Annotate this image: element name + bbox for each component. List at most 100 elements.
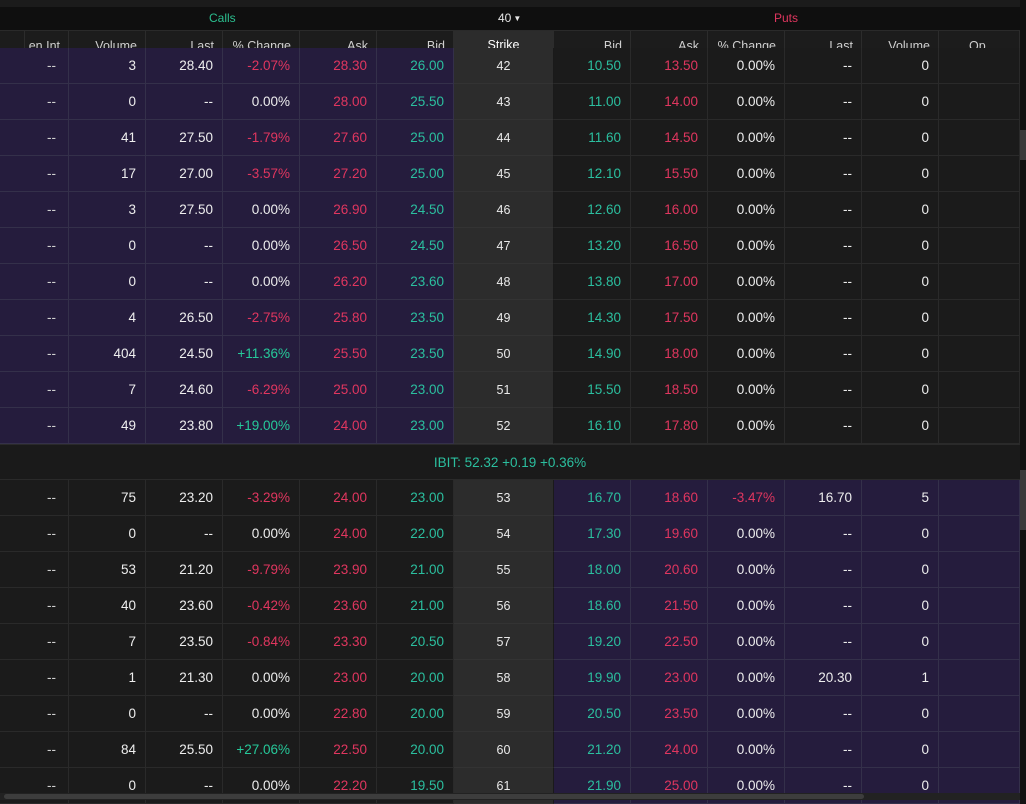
bid-puts-cell[interactable]: 13.20	[554, 228, 631, 264]
ask-puts-cell[interactable]: 18.60	[631, 480, 708, 516]
column-settings-button[interactable]	[0, 31, 25, 59]
option-row[interactable]: -- 0 -- 0.00% 24.00 22.00 54 17.30 19.60 0.00% -- 0	[0, 516, 1020, 552]
bid-calls-cell[interactable]: 23.00	[377, 372, 454, 408]
bid-calls-cell[interactable]: 20.50	[377, 624, 454, 660]
bid-calls-cell[interactable]: 23.50	[377, 300, 454, 336]
ask-puts-cell[interactable]: 17.50	[631, 300, 708, 336]
bid-puts-cell[interactable]: 20.50	[554, 696, 631, 732]
ask-puts-cell[interactable]: 14.00	[631, 84, 708, 120]
bid-calls-cell[interactable]: 25.00	[377, 156, 454, 192]
option-row[interactable]: -- 7 24.60 -6.29% 25.00 23.00 51 15.50 18.50 0.00…	[0, 372, 1020, 408]
ask-calls-cell[interactable]: 28.00	[300, 84, 377, 120]
ask-puts-cell[interactable]: 18.00	[631, 336, 708, 372]
ask-puts-cell[interactable]: 18.50	[631, 372, 708, 408]
strike-count-dropdown[interactable]: 40 ▼	[498, 11, 521, 25]
bid-puts-cell[interactable]: 16.10	[554, 408, 631, 444]
bid-calls-cell[interactable]: 20.00	[377, 660, 454, 696]
bid-calls-cell[interactable]: 23.60	[377, 264, 454, 300]
bid-puts-cell[interactable]: 14.30	[554, 300, 631, 336]
scroll-thumb-secondary[interactable]	[1020, 470, 1026, 530]
ask-puts-cell[interactable]: 24.00	[631, 732, 708, 768]
bid-puts-cell[interactable]: 17.30	[554, 516, 631, 552]
option-row[interactable]: -- 3 28.40 -2.07% 28.30 26.00 42 10.50 13.50 0.00…	[0, 48, 1020, 84]
option-row[interactable]: -- 0 -- 0.00% 28.00 25.50 43 11.00 14.00 0.00% -- 0	[0, 84, 1020, 120]
bid-calls-cell[interactable]: 24.50	[377, 228, 454, 264]
bid-puts-cell[interactable]: 14.90	[554, 336, 631, 372]
ask-calls-cell[interactable]: 26.90	[300, 192, 377, 228]
bid-calls-cell[interactable]: 20.00	[377, 732, 454, 768]
bid-calls-cell[interactable]: 21.00	[377, 552, 454, 588]
vertical-scrollbar[interactable]	[1020, 0, 1026, 800]
ask-puts-cell[interactable]: 17.00	[631, 264, 708, 300]
bid-calls-cell[interactable]: 24.50	[377, 192, 454, 228]
ask-puts-cell[interactable]: 13.50	[631, 48, 708, 84]
option-row[interactable]: -- 53 21.20 -9.79% 23.90 21.00 55 18.00 20.60 0.0…	[0, 552, 1020, 588]
bid-puts-cell[interactable]: 18.60	[554, 588, 631, 624]
option-row[interactable]: -- 0 -- 0.00% 26.20 23.60 48 13.80 17.00 0.00% -- 0	[0, 264, 1020, 300]
bid-calls-cell[interactable]: 25.00	[377, 120, 454, 156]
ask-calls-cell[interactable]: 24.00	[300, 480, 377, 516]
ask-puts-cell[interactable]: 23.00	[631, 660, 708, 696]
bid-puts-cell[interactable]: 11.60	[554, 120, 631, 156]
bid-puts-cell[interactable]: 11.00	[554, 84, 631, 120]
ask-calls-cell[interactable]: 23.90	[300, 552, 377, 588]
bid-puts-cell[interactable]: 18.00	[554, 552, 631, 588]
ask-puts-cell[interactable]: 16.00	[631, 192, 708, 228]
bid-puts-cell[interactable]: 12.10	[554, 156, 631, 192]
bid-puts-cell[interactable]: 10.50	[554, 48, 631, 84]
bid-calls-cell[interactable]: 22.00	[377, 516, 454, 552]
ask-calls-cell[interactable]: 28.30	[300, 48, 377, 84]
option-row[interactable]: -- 3 27.50 0.00% 26.90 24.50 46 12.60 16.00 0.00%…	[0, 192, 1020, 228]
ask-calls-cell[interactable]: 24.00	[300, 408, 377, 444]
bid-puts-cell[interactable]: 15.50	[554, 372, 631, 408]
ask-puts-cell[interactable]: 23.50	[631, 696, 708, 732]
option-row[interactable]: -- 75 23.20 -3.29% 24.00 23.00 53 16.70 18.60 -3.…	[0, 480, 1020, 516]
bid-calls-cell[interactable]: 23.00	[377, 480, 454, 516]
ask-puts-cell[interactable]: 16.50	[631, 228, 708, 264]
scroll-thumb[interactable]	[1020, 130, 1026, 160]
horizontal-scroll-thumb[interactable]	[4, 794, 864, 799]
ask-calls-cell[interactable]: 27.60	[300, 120, 377, 156]
bid-puts-cell[interactable]: 19.90	[554, 660, 631, 696]
bid-calls-cell[interactable]: 21.00	[377, 588, 454, 624]
ask-calls-cell[interactable]: 25.50	[300, 336, 377, 372]
bid-calls-cell[interactable]: 25.50	[377, 84, 454, 120]
bid-calls-cell[interactable]: 23.50	[377, 336, 454, 372]
ask-calls-cell[interactable]: 23.00	[300, 660, 377, 696]
option-row[interactable]: -- 17 27.00 -3.57% 27.20 25.00 45 12.10 15.50 0.0…	[0, 156, 1020, 192]
option-row[interactable]: -- 0 -- 0.00% 26.50 24.50 47 13.20 16.50 0.00% -- 0	[0, 228, 1020, 264]
option-row[interactable]: -- 84 25.50 +27.06% 22.50 20.00 60 21.20 24.00 0.…	[0, 732, 1020, 768]
ask-calls-cell[interactable]: 23.60	[300, 588, 377, 624]
bid-calls-cell[interactable]: 26.00	[377, 48, 454, 84]
option-row[interactable]: -- 0 -- 0.00% 22.20 19.50 61 21.90 25.00 0.00% -- 0	[0, 768, 1020, 804]
ask-calls-cell[interactable]: 22.80	[300, 696, 377, 732]
ask-calls-cell[interactable]: 26.50	[300, 228, 377, 264]
ask-puts-cell[interactable]: 20.60	[631, 552, 708, 588]
ask-puts-cell[interactable]: 17.80	[631, 408, 708, 444]
bid-puts-cell[interactable]: 21.20	[554, 732, 631, 768]
option-row[interactable]: -- 4 26.50 -2.75% 25.80 23.50 49 14.30 17.50 0.00…	[0, 300, 1020, 336]
bid-puts-cell[interactable]: 12.60	[554, 192, 631, 228]
option-row[interactable]: -- 1 21.30 0.00% 23.00 20.00 58 19.90 23.00 0.00%…	[0, 660, 1020, 696]
option-row[interactable]: -- 49 23.80 +19.00% 24.00 23.00 52 16.10 17.80 0.…	[0, 408, 1020, 444]
ask-puts-cell[interactable]: 14.50	[631, 120, 708, 156]
ask-puts-cell[interactable]: 19.60	[631, 516, 708, 552]
option-row[interactable]: -- 0 -- 0.00% 22.80 20.00 59 20.50 23.50 0.00% -- 0	[0, 696, 1020, 732]
horizontal-scrollbar[interactable]	[0, 793, 1020, 800]
bid-calls-cell[interactable]: 20.00	[377, 696, 454, 732]
option-row[interactable]: -- 41 27.50 -1.79% 27.60 25.00 44 11.60 14.50 0.0…	[0, 120, 1020, 156]
bid-calls-cell[interactable]: 23.00	[377, 408, 454, 444]
ask-calls-cell[interactable]: 25.80	[300, 300, 377, 336]
ask-puts-cell[interactable]: 21.50	[631, 588, 708, 624]
bid-puts-cell[interactable]: 13.80	[554, 264, 631, 300]
bid-puts-cell[interactable]: 16.70	[554, 480, 631, 516]
ask-calls-cell[interactable]: 26.20	[300, 264, 377, 300]
ask-calls-cell[interactable]: 22.50	[300, 732, 377, 768]
ask-puts-cell[interactable]: 22.50	[631, 624, 708, 660]
ask-calls-cell[interactable]: 27.20	[300, 156, 377, 192]
option-row[interactable]: -- 7 23.50 -0.84% 23.30 20.50 57 19.20 22.50 0.00…	[0, 624, 1020, 660]
ask-puts-cell[interactable]: 15.50	[631, 156, 708, 192]
bid-puts-cell[interactable]: 19.20	[554, 624, 631, 660]
option-row[interactable]: -- 404 24.50 +11.36% 25.50 23.50 50 14.90 18.00 0…	[0, 336, 1020, 372]
ask-calls-cell[interactable]: 23.30	[300, 624, 377, 660]
